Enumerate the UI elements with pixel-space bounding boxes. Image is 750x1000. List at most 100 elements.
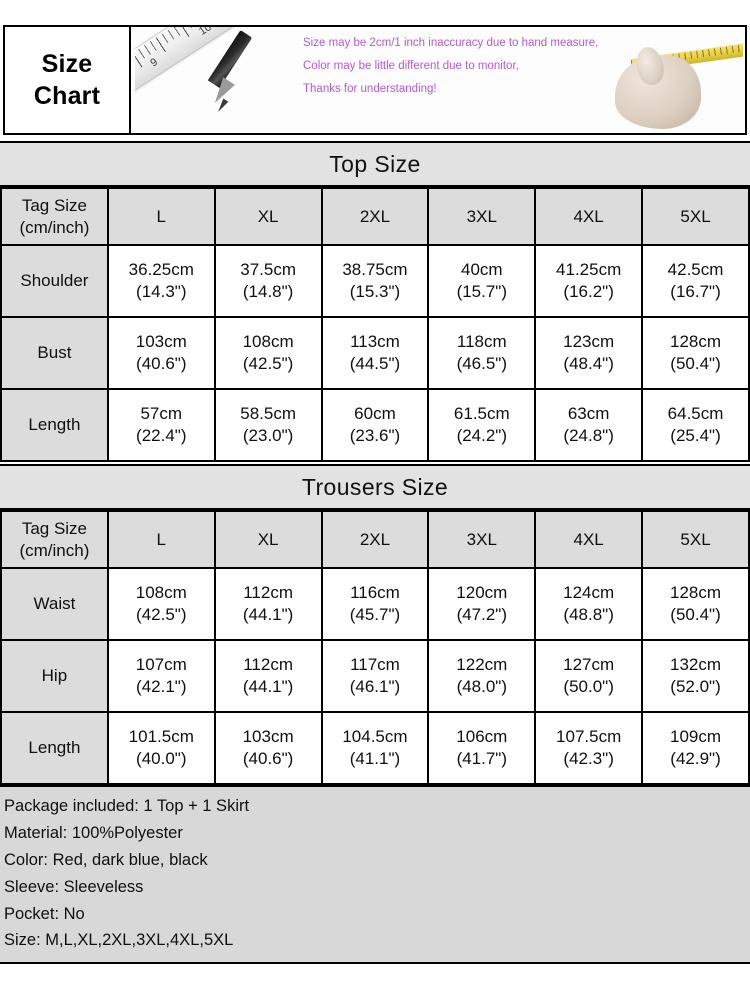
cell-top-length-5xl: 64.5cm (25.4"): [641, 388, 750, 462]
cell-value-inch: (52.0"): [670, 677, 721, 696]
column-header-2xl: 2XL: [320, 510, 430, 569]
cell-value-inch: (40.6"): [242, 749, 294, 768]
cell-value-cm: 108cm: [242, 331, 294, 351]
cell-bust-xl: 108cm (42.5"): [213, 316, 323, 390]
cell-trousers-length-l: 101.5cm (40.0"): [106, 711, 216, 785]
cell-top-length-2xl: 60cm (23.6"): [320, 388, 430, 462]
section-title-trousers-size-label: Trousers Size: [301, 473, 449, 500]
cell-value-cm: 112cm: [243, 654, 293, 674]
cell-value-inch: (50.4"): [670, 354, 721, 373]
cell-value-inch: (23.0"): [242, 426, 294, 445]
cell-value-cm: 61.5cm: [453, 403, 510, 423]
column-header-4xl: 4XL: [534, 510, 644, 569]
cell-trousers-length-2xl: 104.5cm (41.1"): [320, 711, 430, 785]
header-illustration-area: 9 10 11 Size may be 2cm/1 inch inaccurac…: [131, 27, 745, 133]
cell-value-cm: 123cm: [563, 331, 615, 351]
cell-value-cm: 37.5cm: [240, 259, 296, 279]
cell-value-cm: 112cm: [243, 582, 293, 602]
cell-waist-2xl: 116cm (45.7"): [320, 567, 430, 641]
cell-value-cm: 64.5cm: [667, 403, 724, 423]
cell-value-inch: (47.2"): [456, 605, 508, 624]
cell-value-cm: 107cm: [135, 654, 187, 674]
cell-trousers-length-4xl: 107.5cm (42.3"): [534, 711, 644, 785]
column-header-4xl: 4XL: [534, 187, 644, 246]
table-header-row: Tag Size (cm/inch) L XL 2XL 3XL 4XL 5XL: [0, 510, 750, 569]
cell-value-cm: 122cm: [456, 654, 508, 674]
cell-hip-3xl: 122cm (48.0"): [427, 639, 537, 713]
cell-value-inch: (40.6"): [136, 354, 187, 373]
cell-bust-3xl: 118cm (46.5"): [427, 316, 537, 390]
cell-value-cm: 42.5cm: [667, 259, 724, 279]
cell-value-cm: 118cm: [456, 331, 507, 351]
cell-value-inch: (48.0"): [456, 677, 508, 696]
column-header-2xl: 2XL: [320, 187, 430, 246]
cell-value-inch: (14.8"): [242, 282, 294, 301]
column-header-3xl: 3XL: [427, 510, 537, 569]
cell-value-cm: 57cm: [140, 403, 183, 423]
cell-value-inch: (42.3"): [563, 749, 614, 768]
info-line-size: Size: M,L,XL,2XL,3XL,4XL,5XL: [4, 931, 234, 950]
cell-waist-5xl: 128cm (50.4"): [641, 567, 750, 641]
tag-size-header-line2: (cm/inch): [19, 217, 90, 237]
column-header-xl: XL: [213, 510, 323, 569]
cell-value-cm: 41.25cm: [556, 259, 622, 279]
cell-waist-l: 108cm (42.5"): [106, 567, 216, 641]
row-label-bust: Bust: [0, 316, 109, 390]
page-title-line2: Chart: [33, 82, 101, 110]
cell-shoulder-l: 36.25cm (14.3"): [106, 244, 216, 318]
cell-shoulder-xl: 37.5cm (14.8"): [213, 244, 323, 318]
cell-value-inch: (24.2"): [456, 426, 508, 445]
cell-value-inch: (44.1"): [242, 677, 294, 696]
cell-value-cm: 101.5cm: [128, 726, 194, 746]
section-title-top-size-label: Top Size: [329, 150, 421, 177]
cell-value-inch: (50.4"): [670, 605, 721, 624]
disclaimer-line-1: Size may be 2cm/1 inch inaccuracy due to…: [303, 37, 599, 49]
cell-top-length-4xl: 63cm (24.8"): [534, 388, 644, 462]
cell-hip-xl: 112cm (44.1"): [213, 639, 323, 713]
cell-value-inch: (15.7"): [456, 282, 508, 301]
cell-value-cm: 40cm: [461, 259, 503, 279]
cell-hip-2xl: 117cm (46.1"): [320, 639, 430, 713]
cell-waist-4xl: 124cm (48.8"): [534, 567, 644, 641]
table-separator: [0, 462, 750, 464]
cell-value-cm: 63cm: [567, 403, 610, 423]
cell-value-cm: 109cm: [670, 726, 722, 746]
hand-tape-photo: [613, 31, 743, 131]
cell-value-cm: 103cm: [135, 331, 187, 351]
tag-size-header: Tag Size (cm/inch): [0, 187, 109, 246]
cell-value-inch: (50.0"): [563, 677, 614, 696]
cell-value-cm: 128cm: [670, 331, 722, 351]
cell-value-inch: (44.1"): [242, 605, 294, 624]
column-header-5xl: 5XL: [641, 510, 750, 569]
product-info-block: Package included: 1 Top + 1 Skirt Materi…: [0, 785, 750, 965]
column-header-l: L: [106, 187, 216, 246]
cell-bust-5xl: 128cm (50.4"): [641, 316, 750, 390]
cell-shoulder-4xl: 41.25cm (16.2"): [534, 244, 644, 318]
cell-trousers-length-xl: 103cm (40.6"): [213, 711, 323, 785]
table-row: Length 101.5cm (40.0") 103cm (40.6") 104…: [0, 711, 750, 785]
section-title-top-size: Top Size: [0, 141, 750, 187]
cell-value-cm: 132cm: [670, 654, 722, 674]
ruler-number-9: 9: [148, 56, 160, 70]
cell-bust-4xl: 123cm (48.4"): [534, 316, 644, 390]
measurement-disclaimer: Size may be 2cm/1 inch inaccuracy due to…: [303, 37, 653, 96]
page-title: Size Chart: [5, 27, 131, 133]
row-label-shoulder: Shoulder: [0, 244, 109, 318]
cell-value-inch: (14.3"): [136, 282, 187, 301]
cell-value-inch: (25.4"): [670, 426, 721, 445]
cell-top-length-3xl: 61.5cm (24.2"): [427, 388, 537, 462]
cell-value-inch: (40.0"): [136, 749, 187, 768]
cell-value-inch: (46.5"): [456, 354, 508, 373]
cell-value-cm: 104.5cm: [342, 726, 408, 746]
info-line-color: Color: Red, dark blue, black: [4, 850, 208, 869]
trousers-size-table: Tag Size (cm/inch) L XL 2XL 3XL 4XL 5XL …: [0, 510, 750, 785]
tag-size-header: Tag Size (cm/inch): [0, 510, 109, 569]
cell-bust-2xl: 113cm (44.5"): [320, 316, 430, 390]
table-row: Bust 103cm (40.6") 108cm (42.5") 113cm (…: [0, 316, 750, 390]
cell-value-inch: (42.5"): [242, 354, 294, 373]
table-row: Length 57cm (22.4") 58.5cm (23.0") 60cm …: [0, 388, 750, 462]
tag-size-header-line2: (cm/inch): [19, 540, 90, 560]
disclaimer-line-3: Thanks for understanding!: [303, 82, 437, 95]
table-row: Hip 107cm (42.1") 112cm (44.1") 117cm (4…: [0, 639, 750, 713]
